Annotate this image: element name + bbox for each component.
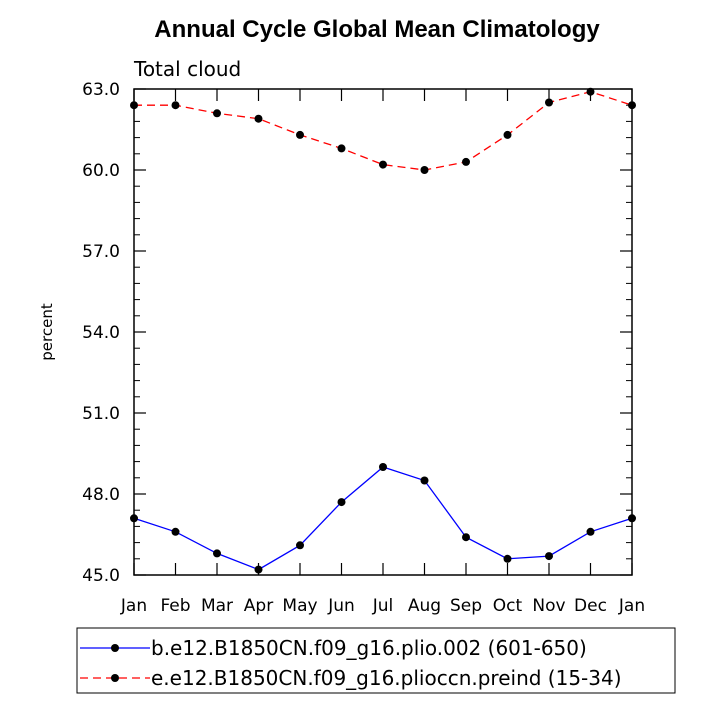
data-point [462, 157, 470, 166]
legend-label: e.e12.B1850CN.f09_g16.plioccn.preind (15… [151, 666, 622, 690]
data-point [628, 101, 636, 110]
data-point [545, 552, 553, 561]
data-point [130, 514, 138, 523]
data-point [586, 527, 595, 536]
x-tick-label: Mar [201, 596, 233, 616]
y-axis-label: percent [38, 303, 56, 361]
data-point [462, 533, 470, 542]
data-point [213, 109, 221, 118]
x-tick-label: Jun [327, 596, 355, 616]
data-point [420, 166, 429, 174]
data-point [337, 498, 346, 507]
x-tick-label: Nov [532, 596, 565, 616]
data-point [379, 463, 387, 471]
axis-ticks [133, 88, 633, 576]
x-tick-label: Jan [120, 596, 147, 616]
legend-swatch-marker [111, 644, 119, 652]
data-point [213, 549, 221, 558]
y-tick-label: 60.0 [82, 161, 120, 181]
y-tick-label: 54.0 [82, 323, 120, 343]
y-tick-label: 63.0 [82, 80, 120, 100]
legend-label: b.e12.B1850CN.f09_g16.plio.002 (601-650) [151, 636, 587, 660]
chart-subtitle: Total cloud [133, 57, 241, 81]
legend-swatch-marker [111, 674, 119, 682]
data-point [337, 144, 346, 153]
x-tick-label: May [282, 596, 317, 616]
data-point [296, 130, 304, 139]
data-point [628, 514, 636, 523]
x-tick-label: Jul [372, 596, 394, 616]
data-points [130, 87, 636, 574]
x-tick-label: Dec [574, 596, 607, 616]
x-tick-label: Sep [450, 596, 482, 616]
y-tick-labels: 45.0 48.0 51.0 54.0 57.0 60.0 63.0 [82, 80, 120, 586]
y-tick-label: 45.0 [82, 566, 120, 586]
y-tick-label: 48.0 [82, 485, 120, 505]
x-tick-label: Jan [618, 596, 645, 616]
series-line-2 [134, 91, 633, 171]
x-tick-label: Oct [493, 596, 523, 616]
x-tick-label: Apr [244, 596, 273, 616]
legend-entry-2: e.e12.B1850CN.f09_g16.plioccn.preind (15… [80, 666, 622, 690]
data-point [503, 130, 512, 139]
series-line-1 [133, 466, 633, 571]
x-tick-labels: Jan Feb Mar Apr May Jun Jul Aug Sep Oct Nov Dec Jan [120, 596, 645, 616]
x-tick-label: Feb [160, 596, 190, 616]
data-point [130, 101, 138, 110]
data-point [296, 541, 304, 550]
data-point [254, 565, 263, 574]
data-point [545, 98, 553, 107]
legend-box [76, 627, 676, 694]
data-point [420, 476, 429, 485]
data-point [379, 160, 387, 169]
chart-title: Annual Cycle Global Mean Climatology [154, 16, 600, 43]
x-tick-label: Aug [408, 596, 441, 616]
y-tick-label: 57.0 [82, 242, 120, 262]
y-tick-label: 51.0 [82, 404, 120, 424]
legend-entry-1: b.e12.B1850CN.f09_g16.plio.002 (601-650) [80, 636, 587, 660]
data-point [171, 101, 180, 110]
data-point [171, 527, 180, 536]
data-point [586, 87, 595, 96]
data-point [254, 114, 263, 123]
data-point [503, 554, 512, 563]
